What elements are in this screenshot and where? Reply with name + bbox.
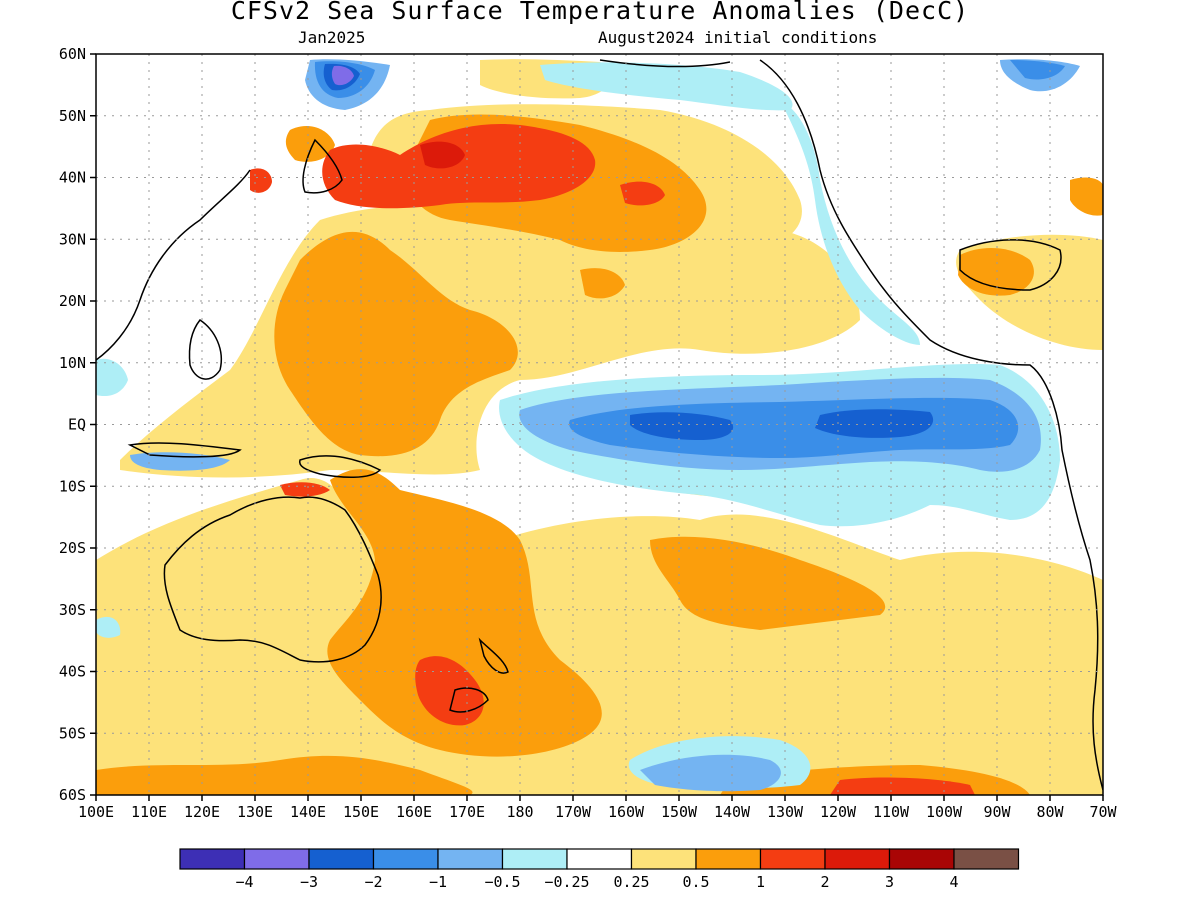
lon-label: 70W	[1089, 803, 1117, 821]
lon-label: 100W	[926, 803, 963, 821]
lon-label: 140W	[714, 803, 751, 821]
anomaly-field	[96, 59, 1103, 795]
lon-label: 150W	[661, 803, 698, 821]
colorbar-label: 0.5	[682, 873, 709, 891]
lat-label: 40N	[59, 169, 86, 187]
lat-label: 30S	[59, 601, 86, 619]
lon-label: 150E	[343, 803, 379, 821]
colorbar-swatch	[888, 848, 955, 870]
colorbar-swatch	[566, 848, 633, 870]
anomaly-1-2	[250, 124, 975, 795]
lon-label: 160E	[396, 803, 432, 821]
colorbar-swatch	[630, 848, 697, 870]
lat-label: 50S	[59, 724, 86, 742]
colorbar-label: −2	[364, 873, 382, 891]
longitude-axis: 100E 110E 120E 130E 140E 150E 160E 170E 180 170W 1…	[78, 795, 1118, 821]
colorbar-label: 4	[949, 873, 958, 891]
lon-label: 120E	[184, 803, 220, 821]
colorbar-label: 1	[756, 873, 765, 891]
lat-label: 20N	[59, 292, 86, 310]
lat-label: 10S	[59, 477, 86, 495]
colorbar-swatch	[695, 848, 762, 870]
colorbar-label: −1	[429, 873, 447, 891]
colorbar-swatch	[501, 848, 568, 870]
lon-label: 140E	[290, 803, 326, 821]
lon-label: 90W	[983, 803, 1011, 821]
lat-label: 20S	[59, 539, 86, 557]
colorbar-legend: −4 −3 −2 −1 −0.5 −0.25 0.25 0.5 1 2 3 4	[179, 848, 1020, 891]
lat-label: 30N	[59, 230, 86, 248]
lat-label: 50N	[59, 107, 86, 125]
lon-label: 170E	[449, 803, 485, 821]
lon-label: 130E	[237, 803, 273, 821]
colorbar-label: −0.25	[544, 873, 589, 891]
anomaly-0p5-1	[96, 114, 1103, 795]
lat-label: 40S	[59, 663, 86, 681]
lon-label: 160W	[608, 803, 645, 821]
coastlines	[96, 59, 1103, 791]
lon-label: 120W	[820, 803, 857, 821]
colorbar-swatch	[953, 848, 1020, 870]
colorbar-swatch	[243, 848, 310, 870]
anomaly-neg3-neg4	[331, 65, 354, 86]
map-title: CFSv2 Sea Surface Temperature Anomalies …	[230, 0, 970, 25]
forecast-month: Jan2025	[298, 28, 366, 47]
colorbar-swatch	[372, 848, 439, 870]
colorbar-swatch	[437, 848, 504, 870]
lat-label: EQ	[68, 416, 86, 434]
initial-conditions: August2024 initial conditions	[598, 28, 878, 47]
colorbar-swatch	[179, 848, 246, 870]
colorbar-label: 0.25	[613, 873, 649, 891]
lat-label: 60N	[59, 45, 86, 63]
lat-label: 60S	[59, 786, 86, 804]
colorbar-label: 3	[885, 873, 894, 891]
lon-label: 80W	[1036, 803, 1064, 821]
lon-label: 110E	[131, 803, 167, 821]
lon-label: 180	[506, 803, 533, 821]
lat-label: 10N	[59, 354, 86, 372]
colorbar-label: −3	[300, 873, 318, 891]
colorbar-label: −4	[235, 873, 253, 891]
colorbar-swatch	[824, 848, 891, 870]
colorbar-label: 2	[820, 873, 829, 891]
lon-label: 170W	[555, 803, 592, 821]
lon-label: 100E	[78, 803, 114, 821]
lon-label: 130W	[767, 803, 804, 821]
latitude-axis: 60N 50N 40N 30N 20N 10N EQ 10S 20S 30S 40S 50S 60S	[59, 45, 96, 804]
colorbar-swatch	[759, 848, 826, 870]
colorbar-label: −0.5	[484, 873, 520, 891]
lon-label: 110W	[873, 803, 910, 821]
graticule	[96, 54, 1103, 795]
anomaly-2-3	[420, 141, 465, 169]
colorbar-swatch	[308, 848, 375, 870]
